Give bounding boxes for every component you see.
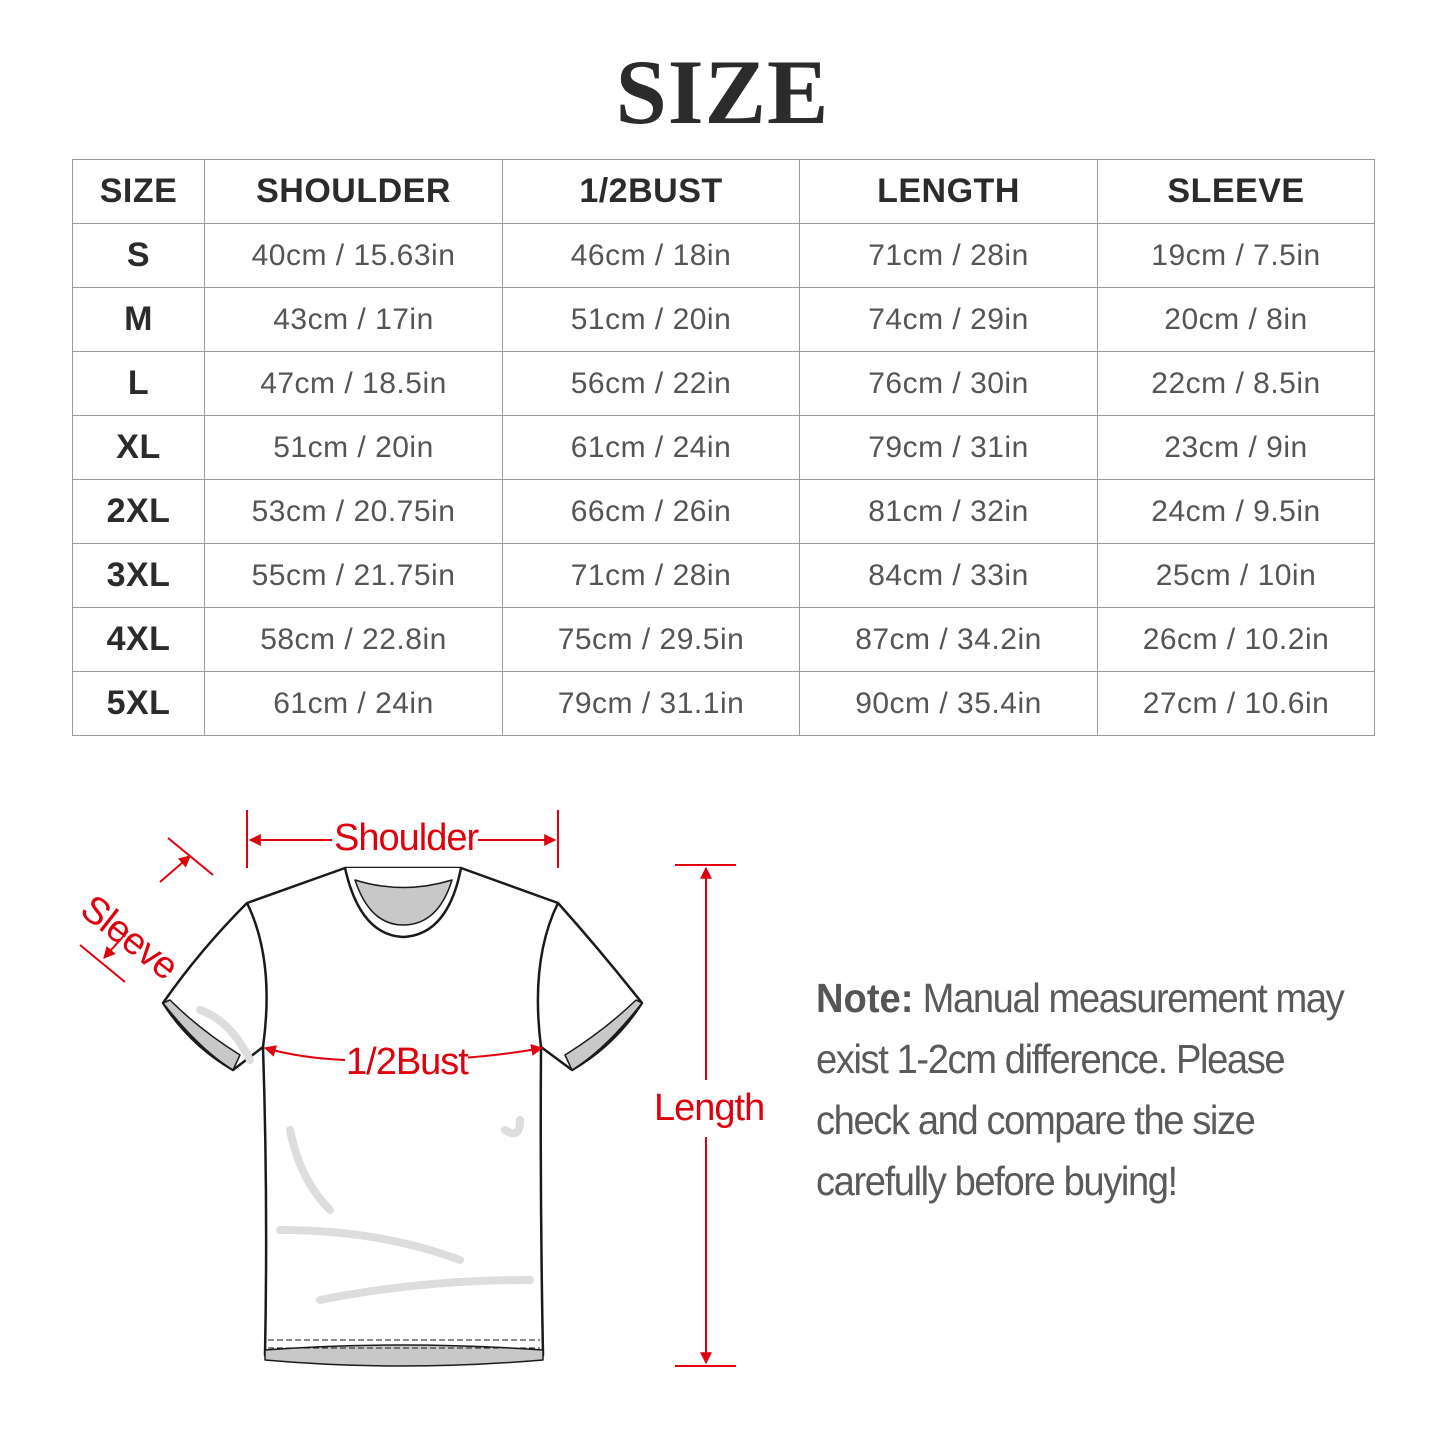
fabric-folds bbox=[196, 1006, 534, 1304]
table-header-row: SIZE SHOULDER 1/2BUST LENGTH SLEEVE bbox=[72, 159, 1375, 224]
page-title: SIZE bbox=[615, 41, 830, 143]
bust-label: 1/2Bust bbox=[346, 1041, 469, 1083]
column-header-size: SIZE bbox=[72, 159, 205, 224]
measurement-cell: 90cm / 35.4in bbox=[799, 671, 1098, 736]
measurement-cell: 76cm / 30in bbox=[799, 351, 1098, 416]
size-cell: M bbox=[72, 287, 205, 352]
table-row: 2XL 53cm / 20.75in 66cm / 26in 81cm / 32in 2… bbox=[72, 479, 1375, 544]
size-cell: L bbox=[72, 351, 205, 416]
measurement-cell: 74cm / 29in bbox=[799, 287, 1098, 352]
measurement-cell: 71cm / 28in bbox=[502, 543, 800, 608]
tshirt-outline bbox=[161, 866, 644, 1367]
note-label: Note: bbox=[816, 975, 914, 1021]
table-row: 3XL 55cm / 21.75in 71cm / 28in 84cm / 33in 2… bbox=[72, 543, 1375, 608]
note-text: Manual measurement may exist 1-2cm diffe… bbox=[816, 975, 1345, 1204]
size-cell: 5XL bbox=[72, 671, 205, 736]
note: Note: Manual measurement may exist 1-2cm… bbox=[816, 968, 1374, 1212]
measurement-cell: 79cm / 31.1in bbox=[502, 671, 800, 736]
measurement-cell: 75cm / 29.5in bbox=[502, 607, 800, 672]
measurement-cell: 61cm / 24in bbox=[502, 415, 800, 480]
table-row: XL 51cm / 20in 61cm / 24in 79cm / 31in 23cm … bbox=[72, 415, 1375, 480]
measurement-cell: 24cm / 9.5in bbox=[1097, 479, 1375, 544]
measurement-cell: 43cm / 17in bbox=[204, 287, 503, 352]
measurement-cell: 61cm / 24in bbox=[204, 671, 503, 736]
measurement-cell: 55cm / 21.75in bbox=[204, 543, 503, 608]
shoulder-label: Shoulder bbox=[334, 817, 479, 859]
measurement-cell: 40cm / 15.63in bbox=[204, 223, 503, 288]
measurement-cell: 79cm / 31in bbox=[799, 415, 1098, 480]
measurement-cell: 25cm / 10in bbox=[1097, 543, 1375, 608]
table-row: S 40cm / 15.63in 46cm / 18in 71cm / 28in 19c… bbox=[72, 223, 1375, 288]
measurement-cell: 58cm / 22.8in bbox=[204, 607, 503, 672]
measurement-cell: 19cm / 7.5in bbox=[1097, 223, 1375, 288]
measurement-cell: 51cm / 20in bbox=[204, 415, 503, 480]
column-header-length: LENGTH bbox=[799, 159, 1098, 224]
table-row: M 43cm / 17in 51cm / 20in 74cm / 29in 20cm /… bbox=[72, 287, 1375, 352]
table-row: 5XL 61cm / 24in 79cm / 31.1in 90cm / 35.4in… bbox=[72, 671, 1375, 736]
measurement-cell: 46cm / 18in bbox=[502, 223, 800, 288]
length-label: Length bbox=[654, 1087, 765, 1129]
size-table: SIZE SHOULDER 1/2BUST LENGTH SLEEVE S 40cm / … bbox=[72, 159, 1375, 736]
measurement-cell: 53cm / 20.75in bbox=[204, 479, 503, 544]
measurement-cell: 26cm / 10.2in bbox=[1097, 607, 1375, 672]
size-cell: 2XL bbox=[72, 479, 205, 544]
measurement-cell: 20cm / 8in bbox=[1097, 287, 1375, 352]
measurement-cell: 51cm / 20in bbox=[502, 287, 800, 352]
measurement-cell: 27cm / 10.6in bbox=[1097, 671, 1375, 736]
column-header-1-2bust: 1/2BUST bbox=[502, 159, 800, 224]
measurement-cell: 66cm / 26in bbox=[502, 479, 800, 544]
measurement-cell: 84cm / 33in bbox=[799, 543, 1098, 608]
measurement-cell: 47cm / 18.5in bbox=[204, 351, 503, 416]
table-row: L 47cm / 18.5in 56cm / 22in 76cm / 30in 22cm… bbox=[72, 351, 1375, 416]
size-cell: 3XL bbox=[72, 543, 205, 608]
column-header-sleeve: SLEEVE bbox=[1097, 159, 1375, 224]
size-cell: S bbox=[72, 223, 205, 288]
measurement-lines bbox=[79, 810, 736, 1367]
measurement-cell: 23cm / 9in bbox=[1097, 415, 1375, 480]
measurement-cell: 22cm / 8.5in bbox=[1097, 351, 1375, 416]
measurement-cell: 81cm / 32in bbox=[799, 479, 1098, 544]
measurement-cell: 56cm / 22in bbox=[502, 351, 800, 416]
size-cell: 4XL bbox=[72, 607, 205, 672]
